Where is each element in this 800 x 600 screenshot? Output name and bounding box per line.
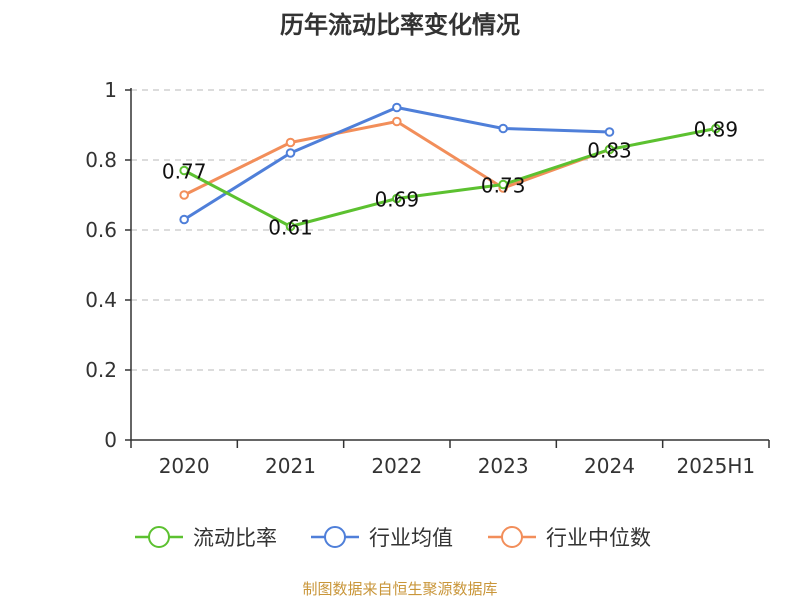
data-labels: 0.77 0.61 0.69 0.73 0.83 0.89	[162, 118, 738, 240]
data-point	[711, 123, 721, 134]
data-label: 0.73	[481, 174, 526, 198]
legend: 流动比率 行业均值 行业中位数	[135, 526, 651, 550]
data-point	[392, 102, 402, 113]
x-tick-label: 2021	[265, 454, 316, 478]
source-note: 制图数据来自恒生聚源数据库	[302, 580, 497, 598]
data-label: 0.61	[268, 216, 313, 240]
data-point	[604, 127, 615, 137]
legend-label: 流动比率	[193, 526, 277, 550]
data-point	[285, 137, 296, 148]
data-label: 0.89	[694, 118, 739, 142]
y-tick-label: 0.8	[85, 148, 117, 172]
data-point	[392, 116, 402, 127]
data-point	[179, 190, 189, 200]
y-tick-label: 0.2	[85, 358, 117, 382]
series-group	[179, 102, 721, 232]
series-line	[183, 120, 611, 197]
legend-label: 行业中位数	[546, 526, 651, 550]
series-line	[183, 127, 717, 228]
data-label: 0.83	[587, 139, 632, 163]
axes: 0 0.2 0.4 0.6 0.8 1 2020 2021 2022 2023 2024 2025H1	[85, 78, 770, 478]
legend-swatch-marker	[148, 526, 170, 548]
data-point	[179, 165, 189, 176]
y-tick-label: 0.6	[85, 218, 117, 242]
data-point	[285, 148, 296, 158]
legend-swatch-marker	[324, 526, 346, 548]
y-tick-label: 1	[104, 78, 117, 102]
data-point	[179, 214, 189, 225]
x-tick-label: 2025H1	[676, 454, 755, 478]
data-point	[498, 123, 508, 134]
data-point	[285, 221, 296, 232]
data-label: 0.77	[162, 160, 207, 184]
data-label: 0.69	[375, 188, 420, 212]
x-tick-label: 2024	[584, 454, 635, 478]
x-tick-label: 2023	[478, 454, 529, 478]
x-tick-label: 2022	[371, 454, 422, 478]
legend-swatch-marker	[501, 526, 523, 548]
chart-title: 历年流动比率变化情况	[280, 11, 520, 39]
data-point	[604, 144, 615, 155]
legend-label: 行业均值	[369, 526, 453, 550]
x-tick-label: 2020	[159, 454, 210, 478]
data-point	[392, 193, 402, 204]
gridlines	[131, 89, 769, 371]
y-tick-label: 0.4	[85, 288, 117, 312]
data-point	[498, 179, 508, 190]
y-tick-label: 0	[104, 428, 117, 452]
